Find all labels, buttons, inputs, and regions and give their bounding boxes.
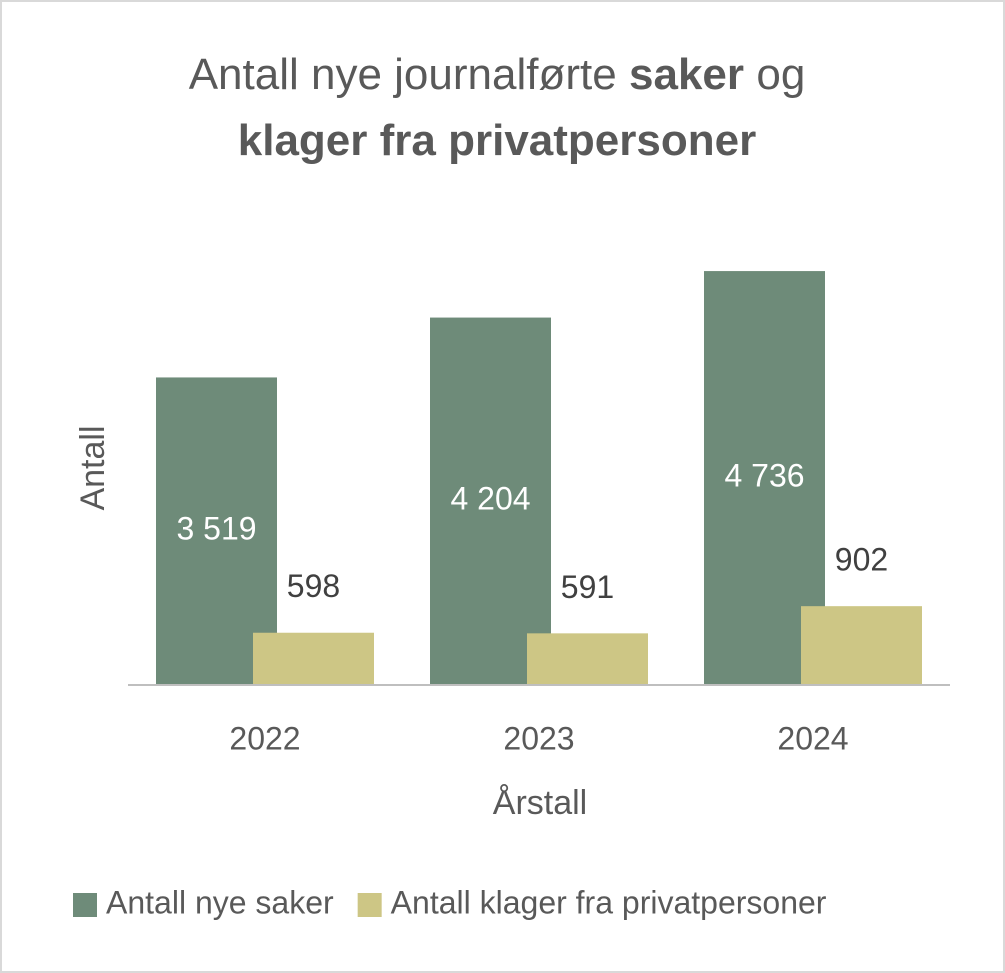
chart-title: Antall nye journalførte saker og <box>189 50 806 99</box>
bar <box>253 632 374 685</box>
x-tick-label: 2023 <box>503 720 574 756</box>
data-label: 4 736 <box>724 457 804 493</box>
title-run: Antall nye journalførte <box>189 50 617 99</box>
data-label: 591 <box>561 569 614 605</box>
title-run: og <box>756 50 805 99</box>
bar <box>801 606 922 685</box>
legend-swatch <box>357 893 382 917</box>
title-run: klager fra privatpersoner <box>238 116 756 165</box>
bar <box>430 317 551 685</box>
legend-label: Antall klager fra privatpersoner <box>391 884 827 920</box>
legend-swatch <box>73 893 97 917</box>
x-tick-label: 2024 <box>777 720 848 756</box>
bar <box>527 633 648 685</box>
data-label: 4 204 <box>450 481 530 517</box>
data-label: 902 <box>835 542 888 578</box>
legend-label: Antall nye saker <box>106 884 334 920</box>
x-axis-label: Årstall <box>493 784 587 822</box>
y-axis-label: Antall <box>74 425 112 510</box>
x-tick-label: 2022 <box>229 720 300 756</box>
title-run: saker <box>629 50 744 99</box>
data-label: 3 519 <box>176 511 256 547</box>
chart-title: klager fra privatpersoner <box>238 116 756 165</box>
data-label: 598 <box>287 568 340 604</box>
